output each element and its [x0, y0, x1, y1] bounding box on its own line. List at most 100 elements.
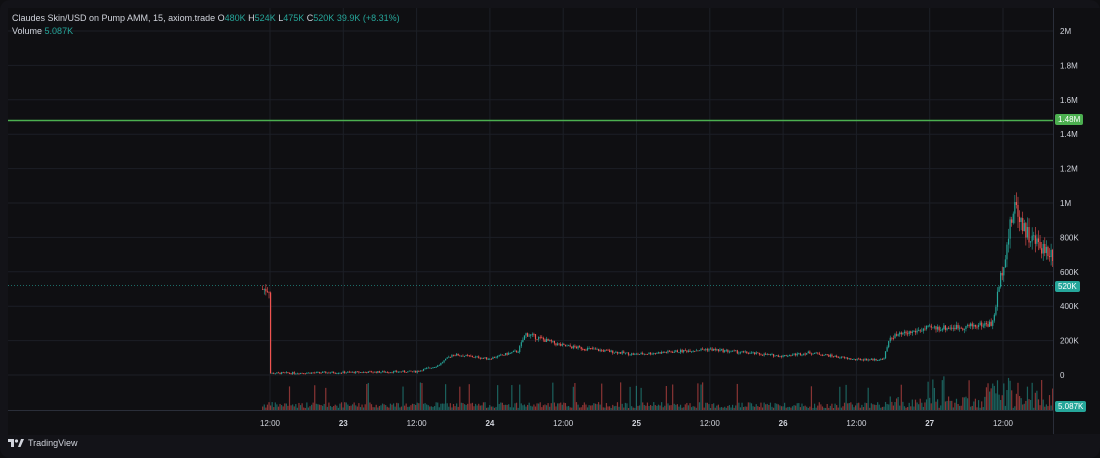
volume-bar	[861, 404, 863, 410]
candle-body	[454, 355, 456, 357]
time-tick-label: 27	[925, 419, 934, 428]
volume-bar	[380, 405, 382, 410]
volume-bar	[533, 404, 535, 410]
candle-body	[608, 350, 611, 352]
volume-bar	[730, 407, 732, 410]
volume-bar	[925, 399, 928, 410]
volume-bar	[722, 407, 724, 410]
volume-bar	[1031, 382, 1033, 410]
volume-bar	[623, 407, 625, 410]
volume-bar	[385, 405, 387, 410]
candle-body	[616, 351, 619, 354]
candle-body	[333, 371, 335, 374]
volume-bar	[329, 405, 332, 410]
volume-bar	[996, 380, 999, 410]
volume-bar	[894, 402, 896, 410]
volume-bar	[344, 402, 346, 410]
candle-body	[889, 337, 891, 342]
candle-body	[402, 370, 404, 372]
candle-body	[536, 339, 538, 341]
volume-bar	[517, 407, 519, 410]
volume-bar	[673, 403, 675, 410]
volume-bar	[467, 403, 469, 410]
candle-body	[279, 372, 281, 374]
candle-body	[544, 339, 546, 342]
candle-body	[782, 355, 784, 358]
candle-body	[1052, 249, 1053, 261]
volume-bar	[880, 407, 882, 410]
volume-bar	[634, 407, 636, 410]
volume-bar	[315, 403, 317, 410]
volume-bar	[1000, 399, 1002, 410]
candle-body	[791, 354, 794, 356]
volume-bar	[282, 406, 284, 410]
price-tick-label: 1.4M	[1060, 130, 1078, 139]
candle-body	[440, 362, 442, 365]
volume-bar	[702, 382, 704, 410]
volume-bar	[383, 404, 385, 410]
volume-bar	[269, 405, 272, 410]
volume-bar	[1052, 388, 1053, 410]
candle-body	[627, 352, 630, 355]
candle-body	[744, 351, 746, 353]
volume-bar	[443, 403, 445, 410]
legend-open-label: O	[217, 13, 225, 23]
candle-body	[916, 330, 918, 333]
candle-body	[976, 326, 978, 328]
volume-bar	[356, 406, 358, 410]
candle-body	[1048, 256, 1051, 258]
candle-body	[755, 352, 757, 355]
candle-body	[664, 352, 666, 353]
volume-bar	[276, 404, 278, 410]
candle-body	[1037, 238, 1040, 242]
volume-bar	[948, 396, 950, 410]
volume-bar	[913, 406, 915, 410]
volume-bar	[437, 402, 439, 410]
volume-bar	[869, 407, 871, 410]
candle-body	[728, 351, 731, 353]
volume-bar	[367, 382, 369, 410]
candle-body	[413, 370, 415, 372]
candle-body	[334, 373, 336, 374]
legend-low-value: 475K	[283, 13, 305, 23]
volume-bar	[711, 404, 713, 410]
volume-bar	[940, 405, 942, 410]
candle-body	[621, 351, 623, 354]
volume-bar	[522, 405, 524, 410]
candle-body	[515, 350, 518, 353]
volume-bar	[552, 382, 554, 410]
time-axis[interactable]: 12:00 23 12:00 24 12:00 25 12:00 26 12:00 27 12:00	[8, 410, 1053, 435]
volume-bar	[599, 404, 601, 410]
volume-bar	[725, 407, 727, 410]
candle-body	[1003, 267, 1005, 276]
volume-bar	[470, 403, 472, 410]
candle-body	[787, 356, 789, 357]
candle-body	[828, 355, 830, 357]
tradingview-brand[interactable]: TradingView	[28, 438, 78, 448]
chart-plot-area[interactable]	[8, 8, 1053, 434]
volume-bar	[266, 404, 269, 410]
volume-bar	[697, 383, 699, 410]
candle-body	[552, 340, 554, 342]
candle-body	[802, 353, 805, 355]
price-axis[interactable]: 2M 1.8M 1.6M 1.4M 1.2M 1M 800K 600K 400K 200K 0	[1053, 8, 1100, 434]
volume-bar	[445, 384, 447, 410]
candle-body	[866, 358, 868, 361]
candle-body	[659, 352, 661, 354]
volume-bar	[766, 403, 768, 410]
candle-body	[731, 350, 734, 352]
volume-bar	[870, 403, 872, 410]
volume-bar	[832, 407, 835, 410]
candle-body	[711, 348, 713, 351]
volume-bar	[771, 406, 773, 410]
candle-body	[774, 355, 776, 357]
candle-body	[525, 333, 527, 336]
volume-bar	[843, 402, 846, 410]
candle-body	[690, 351, 693, 353]
volume-bar	[309, 406, 311, 410]
candle-body	[746, 351, 748, 354]
candle-body	[523, 335, 526, 340]
candle-body	[929, 325, 931, 327]
volume-bar	[943, 376, 945, 410]
candle-body	[542, 337, 544, 340]
